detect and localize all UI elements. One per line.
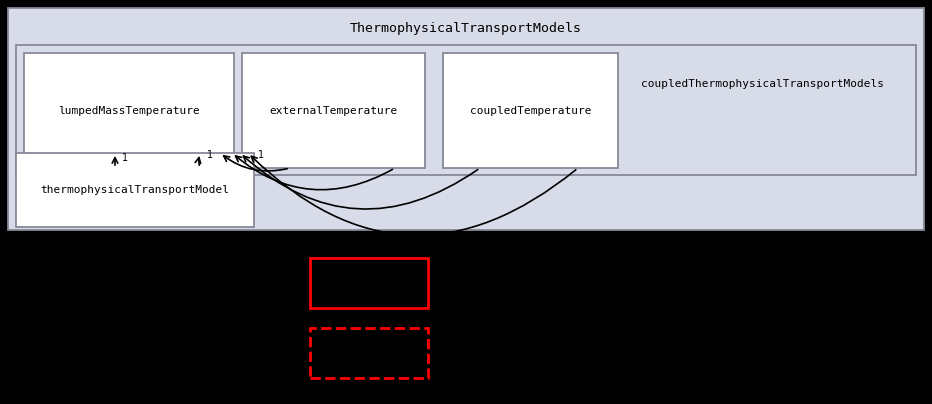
Bar <box>242 53 425 168</box>
Text: lumpedMassTemperature: lumpedMassTemperature <box>58 105 199 116</box>
Text: 1: 1 <box>258 150 264 160</box>
Text: ThermophysicalTransportModels: ThermophysicalTransportModels <box>350 22 582 35</box>
Bar <box>24 53 234 168</box>
Text: thermophysicalTransportModel: thermophysicalTransportModel <box>40 185 229 195</box>
Bar <box>310 258 428 308</box>
Text: externalTemperature: externalTemperature <box>269 105 398 116</box>
Text: 1: 1 <box>207 150 213 160</box>
Text: coupledThermophysicalTransportModels: coupledThermophysicalTransportModels <box>640 79 884 89</box>
Bar <box>310 328 428 378</box>
Bar <box>16 153 254 227</box>
Bar <box>16 45 916 175</box>
Text: 1: 1 <box>122 153 128 163</box>
Bar <box>443 53 618 168</box>
Bar <box>8 8 924 230</box>
Text: coupledTemperature: coupledTemperature <box>470 105 591 116</box>
